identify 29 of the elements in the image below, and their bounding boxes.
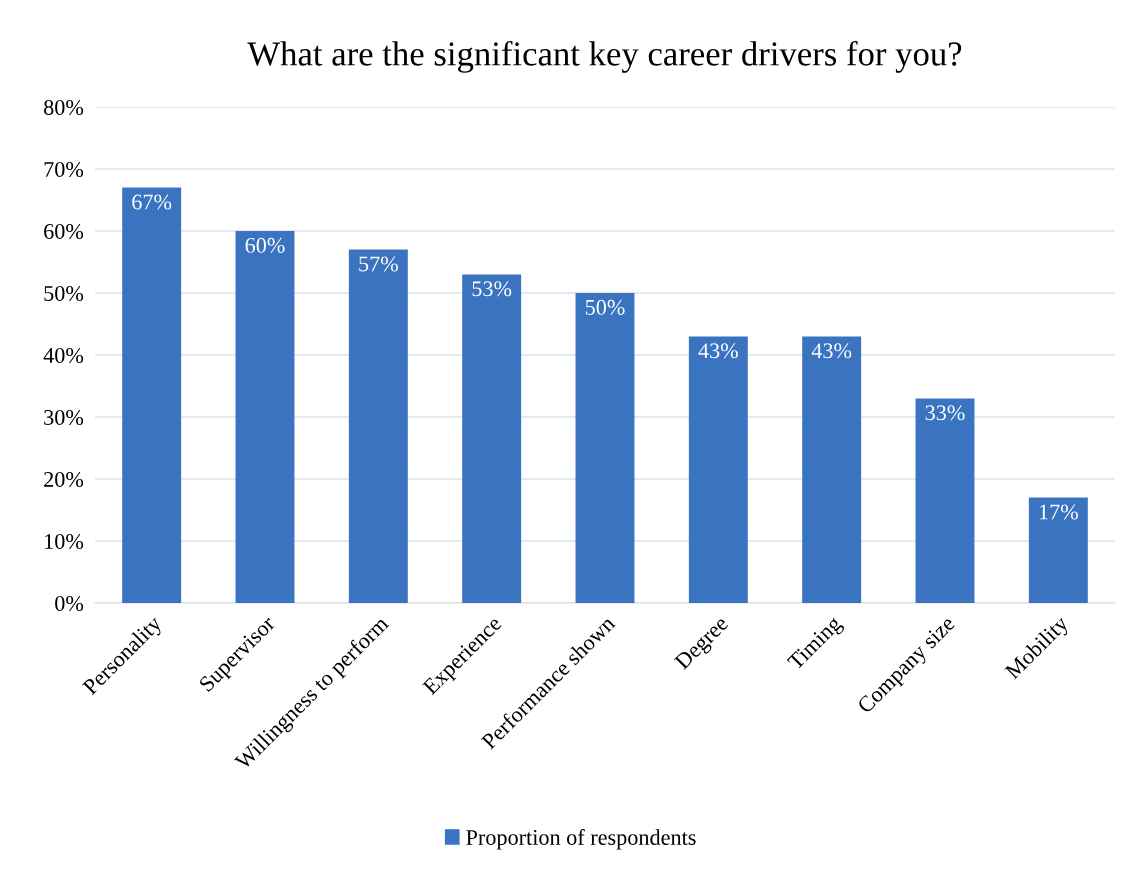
bar <box>1028 497 1088 603</box>
data-label: 43% <box>811 343 852 359</box>
y-tick-label: 50% <box>44 285 84 301</box>
bar <box>122 187 182 603</box>
bar <box>915 398 975 603</box>
y-tick-label: 70% <box>44 161 84 177</box>
data-label: 60% <box>245 237 285 253</box>
bar <box>348 249 408 603</box>
data-label: 53% <box>472 281 512 297</box>
data-label: 43% <box>698 343 738 359</box>
data-label: 57% <box>359 256 398 272</box>
data-label: 17% <box>1039 504 1078 520</box>
y-tick-label: 40% <box>43 347 84 363</box>
y-tick-label: 20% <box>44 471 84 487</box>
legend-label: Proportion of respondents <box>466 829 696 850</box>
y-tick-label: 10% <box>45 533 84 549</box>
data-label: 50% <box>585 299 625 315</box>
bar <box>688 336 748 603</box>
y-tick-label: 80% <box>44 99 84 115</box>
data-label: 67% <box>132 194 172 210</box>
bar <box>575 293 635 603</box>
chart-title: What are the significant key career drivers for you? <box>247 40 962 73</box>
y-tick-label: 60% <box>44 223 84 239</box>
y-tick-label: 30% <box>44 409 84 425</box>
bar <box>235 231 295 603</box>
y-tick-label: 0% <box>55 595 84 611</box>
bar <box>462 274 522 603</box>
data-label: 33% <box>925 405 965 421</box>
bar <box>802 336 862 603</box>
